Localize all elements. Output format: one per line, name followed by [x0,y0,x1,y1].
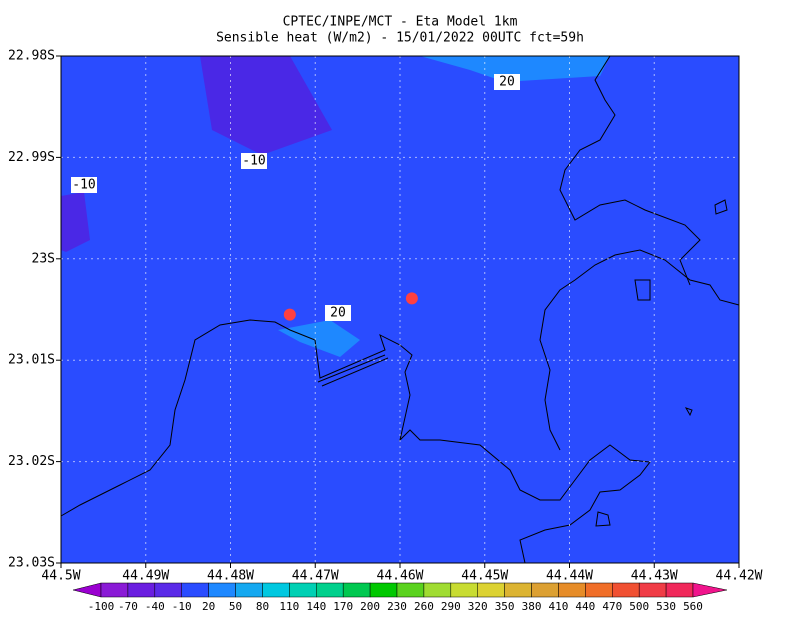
station-point [405,292,418,305]
colorbar-arrow [72,582,102,598]
colorbar-box [181,582,209,598]
colorbar-label: 170 [333,600,353,613]
contour-label-box [71,177,97,193]
colorbar-label: 350 [495,600,515,613]
x-tick-label: 44.47W [292,569,339,584]
y-tick-label: 22.98S [8,49,55,64]
colorbar-label: 440 [575,600,595,613]
x-tick-label: 44.44W [546,569,593,584]
shaded-regions [61,56,610,357]
region-low [200,56,332,155]
x-tick-label: 44.43W [631,569,678,584]
colorbar-label: -40 [145,600,165,613]
colorbar-box [342,582,371,598]
colorbar-label: 80 [256,600,269,613]
contour-label: 20 [330,306,346,321]
colorbar-label: 260 [414,600,434,613]
colorbar-box [612,582,640,598]
x-tick-label: 44.5W [41,569,80,584]
contour-label-box [241,153,267,169]
station-point [283,308,296,321]
x-tick-label: 44.46W [377,569,424,584]
region-high [420,56,610,82]
island [595,199,728,527]
colorbar-label: 230 [387,600,407,613]
region-high [278,320,360,357]
x-tick-label: 44.48W [207,569,254,584]
colorbar-label: 50 [229,600,242,613]
colorbar-label: -10 [172,600,192,613]
colorbar-label: 110 [279,600,299,613]
colorbar-label: 20 [202,600,215,613]
contour-label-box [494,74,520,90]
y-tick-label: 23.02S [8,454,55,469]
colorbar-label: 140 [306,600,326,613]
colorbar-label: 500 [629,600,649,613]
chart-title: CPTEC/INPE/MCT - Eta Model 1km [283,15,518,30]
colorbar-box [665,582,694,598]
colorbar-box [450,582,478,598]
coast-line [559,55,701,286]
colorbar-box [396,582,425,598]
colorbar-box [208,582,236,598]
colorbar-label: 530 [656,600,676,613]
colorbar-box [235,582,263,598]
colorbar-box [154,582,182,598]
pier [317,354,389,387]
y-tick-label: 22.99S [8,150,55,165]
coast-line [539,249,740,451]
colorbar-label: -100 [88,600,115,613]
colorbar-box [638,582,667,598]
contour-label: -10 [242,154,265,169]
colorbar-label: 470 [602,600,622,613]
colorbar-box [423,582,452,598]
colorbar-label: 410 [549,600,569,613]
colorbar-label: 290 [441,600,461,613]
contour-label: 20 [499,75,515,90]
colorbar-box [262,582,290,598]
y-tick-label: 23.03S [8,556,55,571]
x-tick-label: 44.45W [461,569,508,584]
colorbar-arrow [692,582,728,598]
x-tick-label: 44.42W [716,569,763,584]
colorbar-box [504,582,532,598]
region-low [61,192,90,252]
chart-subtitle: Sensible heat (W/m2) - 15/01/2022 00UTC … [216,31,584,46]
colorbar-label: -70 [118,600,138,613]
colorbar-box [289,582,317,598]
colorbar-box [127,582,156,598]
colorbar-box [585,582,613,598]
contour-label: -10 [72,178,95,193]
colorbar-label: 380 [522,600,542,613]
colorbar-label: 320 [468,600,488,613]
colorbar-box [477,582,505,598]
colorbar-box [100,582,129,598]
map-frame [60,55,740,564]
y-tick-label: 23S [32,251,55,266]
colorbar-box [316,582,344,598]
colorbar-box [531,582,559,598]
colorbar-box [369,582,398,598]
colorbar-label: 560 [683,600,703,613]
x-tick-label: 44.49W [122,569,169,584]
y-tick-label: 23.01S [8,353,55,368]
colorbar-box [558,582,586,598]
colorbar-label: 200 [360,600,380,613]
contour-label-box [325,305,351,321]
